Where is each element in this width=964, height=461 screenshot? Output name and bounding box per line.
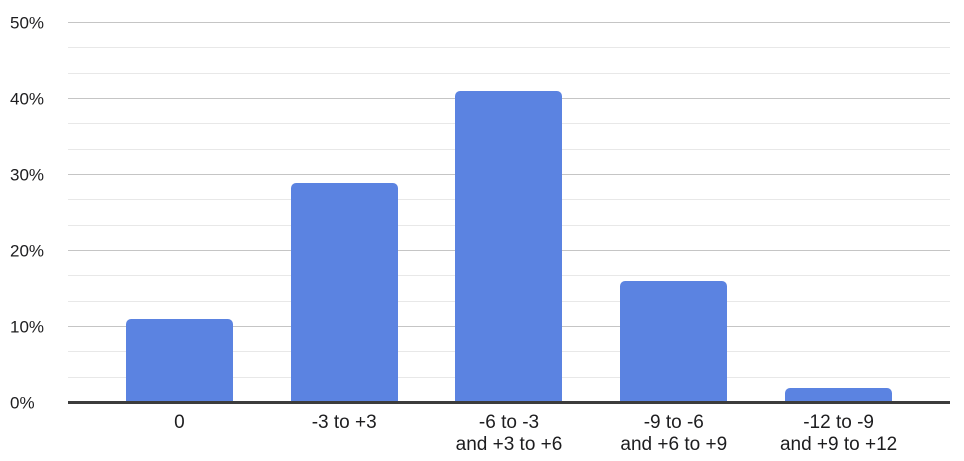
y-tick-label: 50%	[10, 13, 45, 33]
bars-row	[68, 23, 950, 403]
x-tick-label: 0	[174, 412, 185, 433]
x-tick-label: -9 to -6 and +6 to +9	[620, 412, 728, 455]
minor-gridline	[68, 47, 950, 49]
bar-slot	[262, 23, 427, 403]
bar	[620, 281, 728, 403]
major-gridline	[68, 22, 950, 23]
bar	[290, 182, 398, 403]
x-tick-label: -12 to -9 and +9 to +12	[779, 412, 898, 455]
y-tick-label: 30%	[10, 165, 45, 185]
bar	[125, 319, 233, 403]
minor-gridline	[68, 72, 950, 74]
bar-slot	[427, 23, 592, 403]
bar	[785, 387, 893, 403]
y-tick-label: 40%	[10, 89, 45, 109]
bar-slot	[591, 23, 756, 403]
x-axis-labels: 0 -3 to +3 -6 to -3 and +3 to +6 -9 to -6 a…	[97, 412, 921, 455]
bar-slot	[756, 23, 921, 403]
bar-slot	[97, 23, 262, 403]
x-tick-label: -6 to -3 and +3 to +6	[455, 412, 563, 455]
plot-area	[68, 22, 950, 404]
y-tick-label: 0%	[10, 393, 35, 413]
bar	[455, 91, 563, 403]
x-tick-label: -3 to +3	[311, 412, 377, 433]
y-tick-label: 20%	[10, 241, 45, 261]
y-tick-label: 10%	[10, 317, 45, 337]
x-axis-line	[68, 401, 950, 404]
